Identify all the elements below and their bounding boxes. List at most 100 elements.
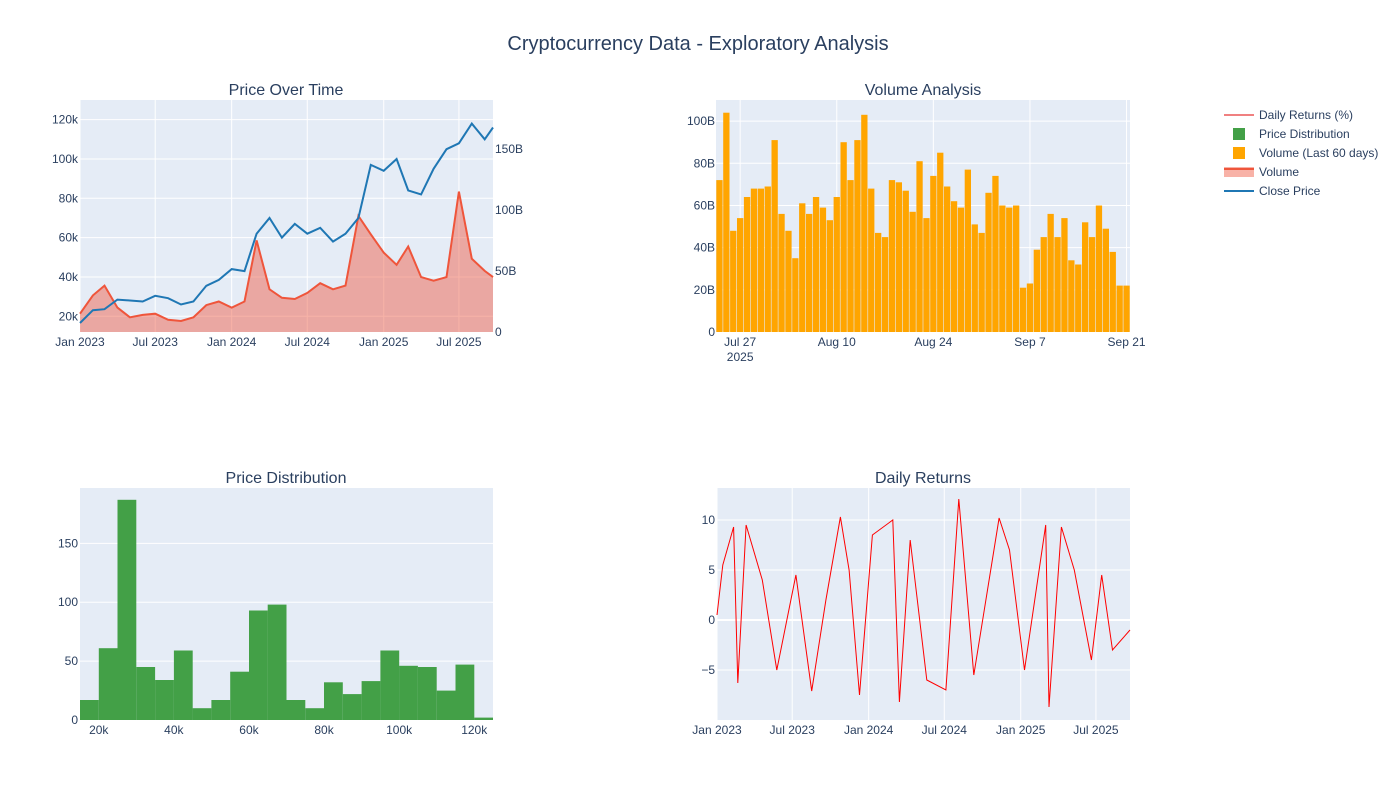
volume-bar: [799, 203, 806, 332]
y-tick-label: 0: [708, 325, 715, 339]
volume-bar: [1102, 228, 1109, 332]
histogram-bar: [173, 650, 193, 720]
volume-bar: [909, 211, 916, 332]
histogram-bar: [455, 664, 475, 720]
volume-bar: [999, 205, 1006, 332]
y-tick-label: 80B: [694, 156, 715, 170]
histogram-bar: [117, 499, 137, 720]
legend-item[interactable]: Volume: [1224, 165, 1299, 179]
histogram-bar: [399, 665, 418, 720]
volume-bar: [730, 230, 737, 332]
y-tick-label: 5: [708, 563, 715, 577]
x-tick-label: Sep 21: [1108, 335, 1146, 349]
subplot-title-returns: Daily Returns: [875, 470, 971, 487]
volume-bar: [1040, 237, 1047, 332]
marks-returns: [716, 498, 1131, 708]
volume-bar: [950, 201, 958, 332]
volume-bar: [812, 197, 820, 332]
volume-bar: [757, 188, 764, 332]
volume-bar: [737, 218, 744, 332]
legend-swatch-square: [1233, 147, 1245, 159]
x-tick-label: 60k: [239, 723, 259, 737]
legend[interactable]: Daily Returns (%) Price Distribution Volum…: [1224, 108, 1378, 198]
x-tick-label: 120k: [461, 723, 488, 737]
x-tick-label: Sep 7: [1014, 335, 1046, 349]
plot-area-volume: [716, 100, 1130, 332]
histogram-bar: [80, 700, 99, 720]
plot-area-price: [80, 100, 493, 332]
volume-bar: [826, 220, 833, 332]
volume-bar: [992, 175, 999, 332]
histogram-bar: [305, 708, 325, 720]
y-tick-label: 10: [702, 513, 716, 527]
volume-bar: [923, 218, 930, 332]
volume-bar: [1088, 237, 1096, 332]
legend-label: Close Price: [1259, 184, 1321, 198]
x-tick-label: Jul 2023: [133, 335, 179, 349]
histogram-bar: [361, 681, 381, 720]
volume-bar: [778, 213, 785, 332]
volume-bar: [1054, 237, 1061, 332]
volume-bar: [868, 188, 875, 332]
histogram-bar: [380, 650, 400, 720]
volume-bar: [792, 258, 799, 332]
y-tick-label: 60B: [694, 198, 715, 212]
x-tick-label: 80k: [314, 723, 334, 737]
y-tick-label: 60k: [59, 231, 79, 245]
y2-tick-label: 100B: [495, 203, 523, 217]
histogram-bar: [324, 682, 343, 720]
y2-tick-label: 150B: [495, 142, 523, 156]
histogram-bar: [211, 700, 231, 720]
y-tick-label: 150: [58, 536, 78, 550]
x-tick-label: 100k: [386, 723, 413, 737]
y-tick-label: 80k: [59, 191, 79, 205]
x-tick-label: Aug 24: [914, 335, 952, 349]
ticks-price: Jan 2023 Jul 2023 Jan 2024 Jul 2024 Jan 2025…: [52, 113, 523, 349]
x-tick-label: Jan 2025: [996, 723, 1046, 737]
volume-bar: [1047, 213, 1054, 332]
volume-bar: [1026, 283, 1034, 332]
volume-bar: [985, 192, 992, 332]
histogram-bar: [155, 680, 174, 720]
volume-bar: [764, 186, 771, 332]
grid-returns: [716, 488, 1130, 720]
y-tick-label: −5: [701, 663, 715, 677]
volume-line: [79, 191, 494, 323]
legend-label: Daily Returns (%): [1259, 108, 1353, 122]
y2-tick-label: 0: [495, 325, 502, 339]
y-tick-label: 100B: [687, 114, 715, 128]
legend-label: Volume (Last 60 days): [1259, 146, 1378, 160]
legend-label: Volume: [1259, 165, 1299, 179]
daily-returns-line: [716, 498, 1131, 708]
volume-bar: [875, 232, 882, 332]
legend-item[interactable]: Volume (Last 60 days): [1233, 146, 1378, 160]
x-tick-label: Jan 2024: [844, 723, 894, 737]
legend-item[interactable]: Close Price: [1224, 184, 1321, 198]
volume-bar: [930, 175, 937, 332]
volume-bar: [750, 188, 758, 332]
volume-bar: [785, 230, 792, 332]
x-tick-label: Jul 2024: [285, 335, 331, 349]
volume-bar: [819, 207, 827, 332]
legend-item[interactable]: Daily Returns (%): [1224, 108, 1353, 122]
histogram-bar: [98, 648, 118, 720]
volume-bar: [1123, 285, 1130, 332]
volume-bar: [971, 224, 978, 332]
subplot-daily-returns: Jan 2023 Jul 2023 Jan 2024 Jul 2024 Jan 2025…: [692, 470, 1131, 737]
x-tick-label: Aug 10: [818, 335, 856, 349]
histogram-bar: [249, 610, 268, 720]
y-tick-label: 40k: [59, 270, 79, 284]
volume-bar: [944, 186, 951, 332]
marks-price: [79, 121, 494, 332]
volume-bar: [937, 152, 944, 332]
volume-bar: [1095, 205, 1103, 332]
legend-item[interactable]: Price Distribution: [1233, 127, 1350, 141]
volume-bar: [902, 190, 909, 332]
x-tick-label: Jul 2023: [770, 723, 816, 737]
y-tick-label: 50: [65, 654, 79, 668]
ticks-returns: Jan 2023 Jul 2023 Jan 2024 Jul 2024 Jan 2025…: [692, 513, 1119, 737]
volume-bar: [1116, 285, 1123, 332]
y-tick-label: 0: [708, 613, 715, 627]
